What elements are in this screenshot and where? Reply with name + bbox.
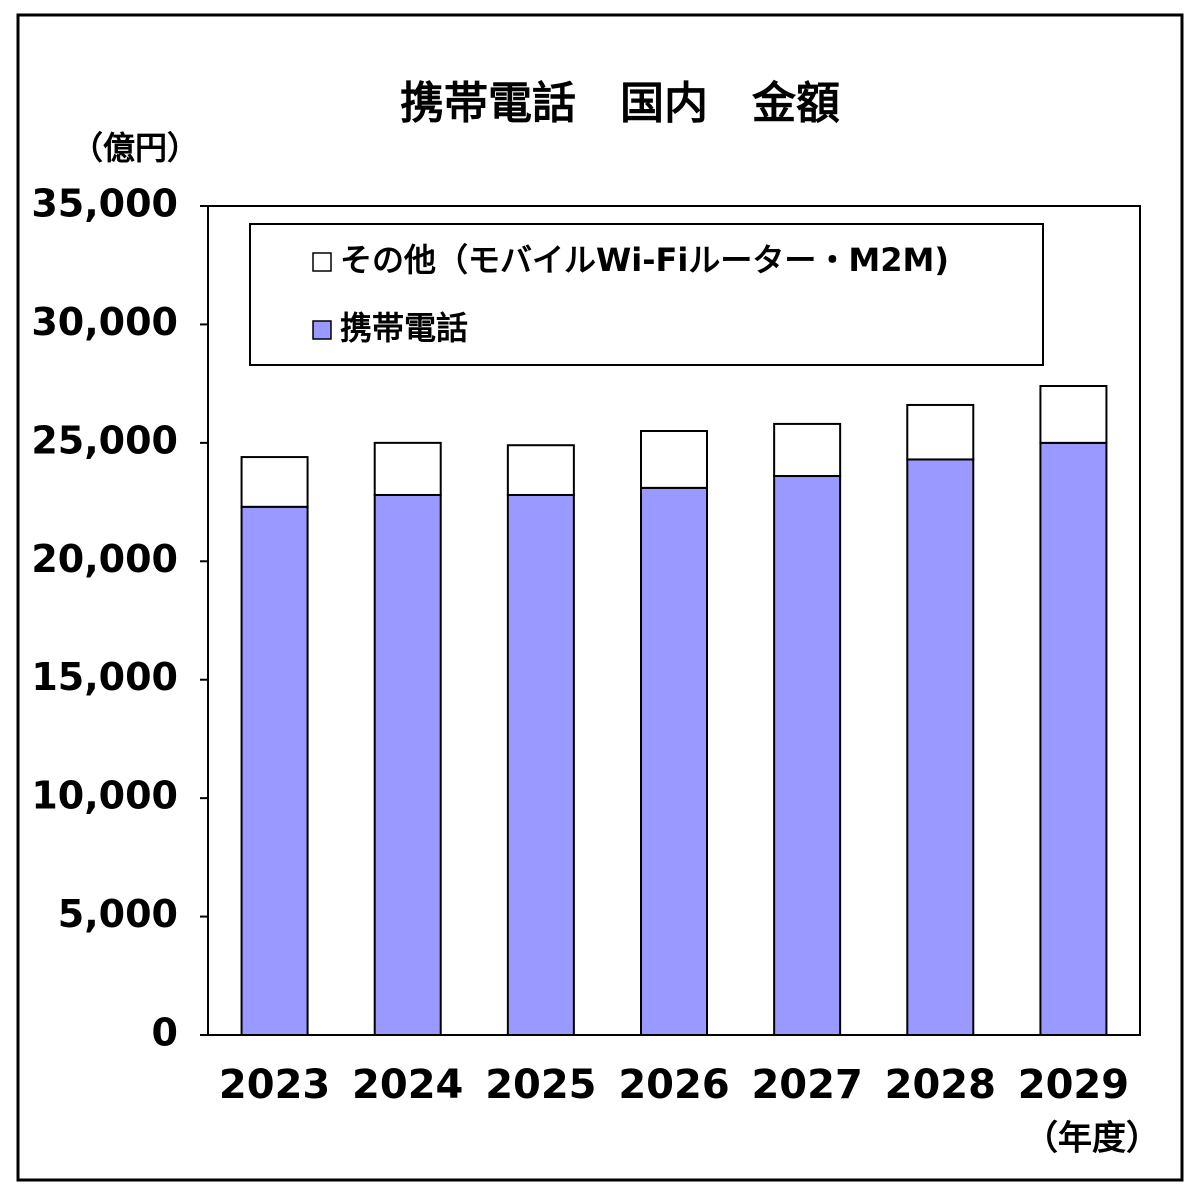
legend-swatch <box>312 320 332 340</box>
bar-segment <box>773 422 842 478</box>
y-tick-label: 0 <box>152 1011 178 1055</box>
y-axis-label: （億円） <box>71 129 199 167</box>
chart-title: 携帯電話 国内 金額 <box>400 78 840 129</box>
y-tick-label: 25,000 <box>31 418 178 462</box>
bar-segment <box>240 456 309 508</box>
x-tick-label: 2029 <box>1018 1062 1129 1108</box>
y-tick-label: 20,000 <box>31 537 178 581</box>
y-tick-label: 15,000 <box>31 655 178 699</box>
bar-segment <box>1039 385 1108 444</box>
bar-segment <box>640 430 708 489</box>
legend-label: 携帯電話 <box>340 309 468 347</box>
bar-segment <box>373 441 442 496</box>
x-axis-label: （年度） <box>1024 1119 1160 1159</box>
bar-segment <box>240 505 309 1036</box>
x-tick-label: 2025 <box>485 1062 596 1108</box>
y-tick-label: 5,000 <box>58 892 178 936</box>
x-tick-label: 2028 <box>885 1062 996 1108</box>
bar-segment <box>506 444 575 496</box>
legend-swatch <box>312 252 332 272</box>
legend-box <box>249 223 1044 366</box>
y-tick-label: 35,000 <box>31 182 178 226</box>
bar-segment <box>506 493 575 1037</box>
x-tick-label: 2024 <box>352 1062 463 1108</box>
legend-label: その他（モバイルWi-Fiルーター・M2M) <box>340 241 949 279</box>
y-tick-label: 30,000 <box>31 300 178 344</box>
bar-segment <box>373 493 442 1037</box>
bar-segment <box>1039 441 1108 1037</box>
x-tick-label: 2026 <box>618 1062 729 1108</box>
y-tick-label: 10,000 <box>31 774 178 818</box>
x-tick-label: 2027 <box>751 1062 862 1108</box>
bar-segment <box>906 458 975 1036</box>
x-tick-label: 2023 <box>219 1062 330 1108</box>
bar-segment <box>640 486 708 1036</box>
bar-segment <box>773 475 842 1036</box>
bar-segment <box>906 403 975 461</box>
